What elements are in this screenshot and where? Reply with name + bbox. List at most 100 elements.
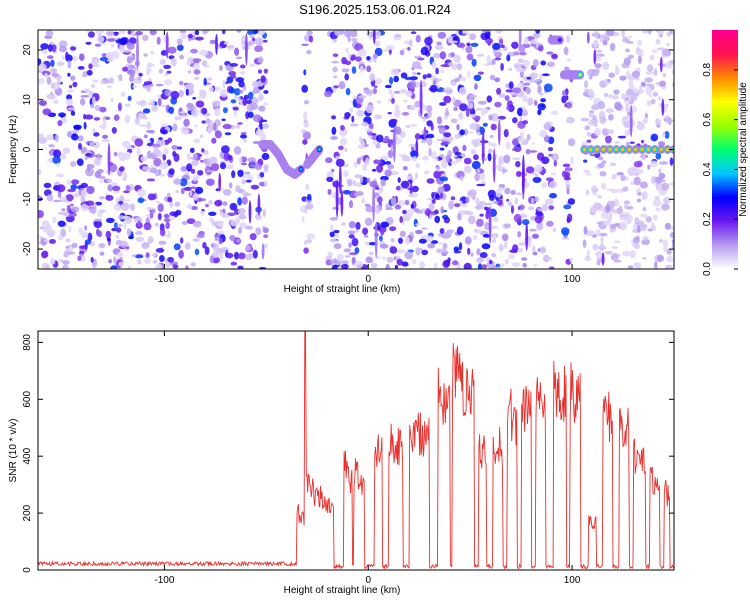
noise-blob bbox=[456, 43, 466, 48]
noise-streak bbox=[165, 31, 169, 59]
noise-blob bbox=[415, 34, 421, 43]
noise-blob bbox=[655, 183, 661, 191]
noise-blob bbox=[232, 106, 239, 111]
noise-blob bbox=[334, 30, 342, 37]
noise-blob bbox=[78, 142, 82, 150]
noise-blob bbox=[438, 170, 445, 175]
noise-blob bbox=[396, 258, 403, 266]
noise-blob bbox=[83, 121, 87, 130]
noise-blob bbox=[586, 139, 592, 143]
noise-blob bbox=[66, 98, 73, 107]
noise-blob bbox=[443, 216, 451, 224]
noise-blob bbox=[641, 30, 649, 34]
noise-blob bbox=[38, 100, 47, 106]
noise-blob bbox=[439, 228, 445, 234]
noise-blob bbox=[301, 43, 309, 46]
noise-blob bbox=[156, 94, 161, 98]
noise-blob bbox=[668, 119, 674, 122]
noise-blob bbox=[138, 99, 147, 107]
noise-blob bbox=[563, 204, 572, 210]
noise-blob bbox=[86, 69, 93, 76]
noise-blob bbox=[214, 107, 221, 117]
noise-blob bbox=[535, 211, 544, 217]
noise-blob bbox=[180, 126, 189, 134]
noise-blob bbox=[105, 51, 114, 59]
noise-blob bbox=[308, 35, 314, 43]
noise-blob bbox=[506, 54, 511, 62]
noise-blob bbox=[633, 236, 640, 244]
noise-blob bbox=[252, 96, 257, 105]
noise-blob bbox=[479, 213, 484, 217]
noise-blob bbox=[92, 128, 96, 134]
noise-blob bbox=[135, 236, 145, 242]
noise-blob bbox=[83, 113, 87, 120]
noise-blob bbox=[586, 230, 595, 237]
noise-blob bbox=[251, 37, 256, 42]
x-tick-label: -100 bbox=[154, 274, 174, 285]
noise-blob bbox=[622, 186, 629, 192]
noise-blob bbox=[162, 153, 167, 161]
noise-blob bbox=[427, 198, 434, 201]
noise-blob bbox=[513, 51, 520, 56]
noise-blob bbox=[650, 133, 659, 142]
noise-blob bbox=[156, 36, 161, 45]
noise-blob bbox=[53, 99, 59, 105]
noise-blob bbox=[197, 170, 204, 176]
noise-blob bbox=[119, 166, 125, 172]
noise-blob bbox=[354, 260, 364, 269]
noise-blob bbox=[203, 150, 209, 155]
noise-streak bbox=[257, 193, 261, 216]
noise-blob bbox=[202, 242, 207, 249]
noise-blob bbox=[384, 169, 393, 177]
noise-blob bbox=[152, 149, 161, 157]
noise-blob bbox=[592, 202, 602, 210]
y-tick-label: 0 bbox=[22, 567, 33, 573]
y-tick-label: 0 bbox=[22, 146, 33, 152]
noise-blob bbox=[415, 247, 421, 256]
noise-blob bbox=[205, 203, 209, 208]
noise-blob bbox=[669, 157, 674, 166]
noise-blob bbox=[666, 255, 674, 263]
noise-blob bbox=[651, 176, 656, 184]
noise-blob bbox=[129, 203, 136, 212]
noise-streak bbox=[218, 172, 222, 192]
noise-blob bbox=[623, 200, 631, 205]
noise-blob bbox=[452, 96, 456, 104]
noise-blob bbox=[94, 43, 101, 47]
noise-blob bbox=[503, 129, 509, 138]
noise-blob bbox=[336, 253, 344, 261]
noise-blob bbox=[137, 220, 141, 227]
noise-blob bbox=[450, 118, 458, 123]
noise-blob bbox=[332, 66, 338, 73]
noise-blob bbox=[379, 243, 389, 249]
noise-blob bbox=[661, 86, 666, 90]
noise-blob bbox=[253, 114, 262, 123]
noise-blob bbox=[214, 130, 222, 139]
noise-blob bbox=[178, 249, 184, 259]
noise-blob bbox=[403, 40, 411, 45]
noise-blob bbox=[427, 243, 436, 249]
noise-blob bbox=[364, 203, 371, 207]
noise-blob bbox=[204, 246, 210, 255]
noise-blob bbox=[161, 104, 167, 108]
noise-blob bbox=[105, 31, 115, 36]
noise-blob bbox=[396, 249, 406, 254]
noise-blob bbox=[374, 207, 379, 212]
noise-blob bbox=[155, 248, 165, 253]
noise-blob bbox=[77, 66, 85, 70]
noise-blob bbox=[447, 229, 455, 234]
noise-blob bbox=[348, 221, 356, 229]
noise-blob bbox=[234, 47, 240, 56]
noise-blob bbox=[361, 121, 369, 127]
noise-blob bbox=[60, 228, 67, 237]
noise-blob bbox=[175, 209, 182, 216]
noise-blob bbox=[640, 139, 645, 144]
noise-blob bbox=[463, 165, 472, 174]
noise-blob bbox=[46, 194, 54, 202]
noise-blob bbox=[390, 68, 400, 76]
noise-blob bbox=[122, 66, 128, 72]
noise-blob bbox=[173, 153, 180, 162]
noise-blob bbox=[357, 48, 367, 57]
noise-blob bbox=[380, 179, 386, 187]
noise-blob bbox=[347, 34, 351, 43]
